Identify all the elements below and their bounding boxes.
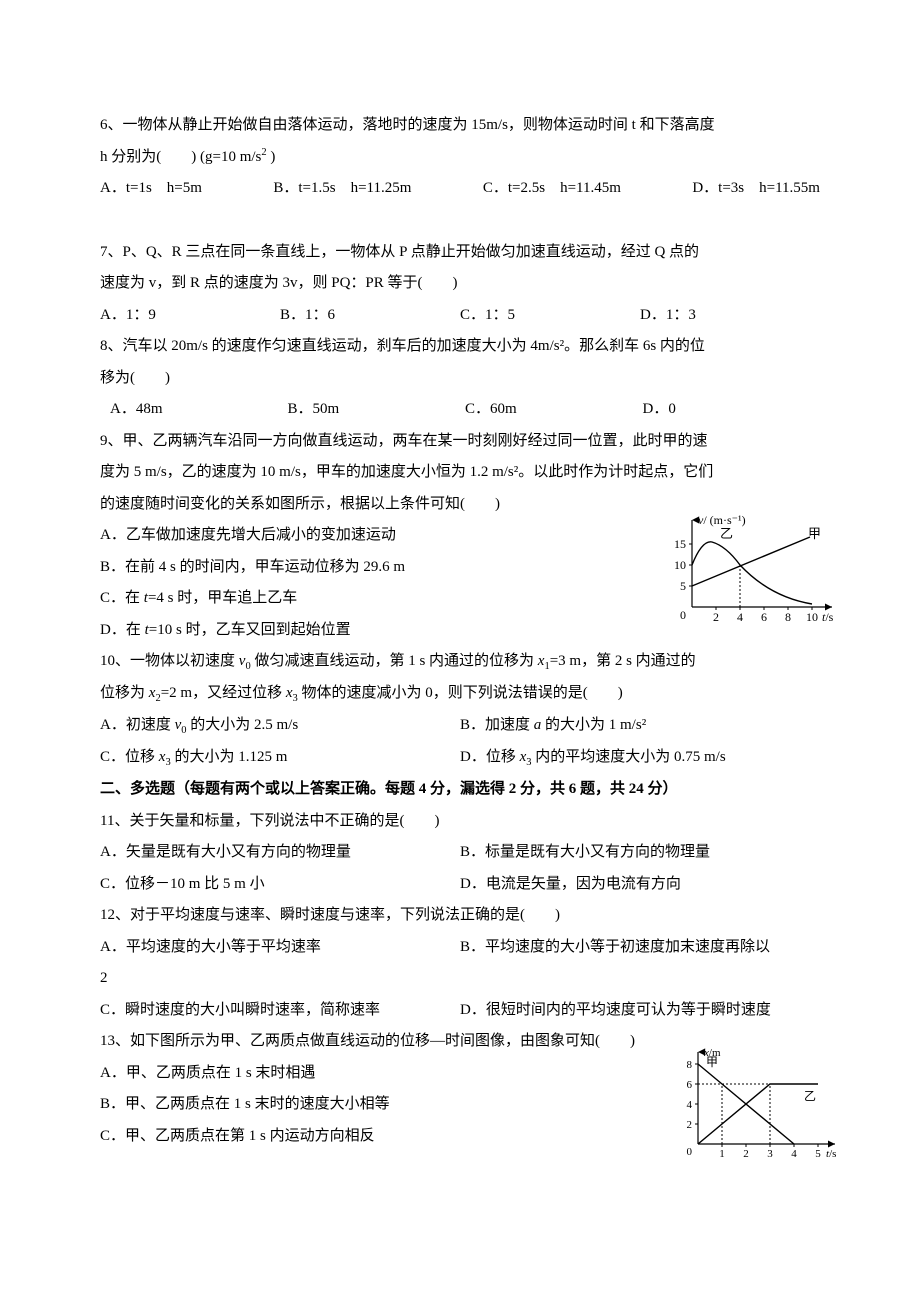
ytick-10: 10 [674,558,686,572]
xtick-4: 4 [791,1148,797,1160]
xtick-10: 10 [806,610,818,624]
question-11: 11、关于矢量和标量，下列说法中不正确的是( ) A．矢量是既有大小又有方向的物… [100,806,820,901]
q7-opt-b: B．1：6 [280,300,460,332]
q8-opt-a: A．48m [110,394,288,426]
q6-opt-c: C．t=2.5s h=11.45m [483,173,621,205]
q13-chart: 2 4 6 8 1 2 3 4 5 0 甲 乙 x/m t/s [670,1044,850,1177]
q11-opt-c: C．位移－10 m 比 5 m 小 [100,869,460,901]
q12-opt-d: D．很短时间内的平均速度可认为等于瞬时速度 [460,995,820,1027]
curve-yi [692,541,812,603]
q6-text-a: 6、一物体从静止开始做自由落体运动，落地时的速度为 15m/s，则物体运动时间 … [100,110,820,142]
q9-text-b: 度为 5 m/s，乙的速度为 10 m/s，甲车的加速度大小恒为 1.2 m/s… [100,457,820,489]
q6-options: A．t=1s h=5m B．t=1.5s h=11.25m C．t=2.5s h… [100,173,820,205]
q12-opt-b2: 2 [100,963,820,995]
xtick-4: 4 [737,610,743,624]
q9-chart: 5 10 15 2 4 6 8 10 0 乙 甲 v/ (m·s⁻¹) t/s [660,512,850,640]
q6-opt-d: D．t=3s h=11.55m [692,173,820,205]
q11-text: 11、关于矢量和标量，下列说法中不正确的是( ) [100,806,820,838]
q7-opt-d: D．1：3 [640,300,820,332]
ylabel: v/ (m·s⁻¹) [698,513,746,527]
q9-text-a: 9、甲、乙两辆汽车沿同一方向做直线运动，两车在某一时刻刚好经过同一位置，此时甲的… [100,426,820,458]
xtick-5: 5 [815,1148,821,1160]
q11-opt-b: B．标量是既有大小又有方向的物理量 [460,837,820,869]
question-10: 10、一物体以初速度 v0 做匀减速直线运动，第 1 s 内通过的位移为 x1=… [100,646,820,774]
ylabel: x/m [703,1047,721,1059]
ytick-8: 8 [687,1059,693,1071]
q9-chart-svg: 5 10 15 2 4 6 8 10 0 乙 甲 v/ (m·s⁻¹) t/s [660,512,850,627]
q8-opt-b: B．50m [288,394,466,426]
q7-options: A．1：9 B．1：6 C．1：5 D．1：3 [100,300,820,332]
origin-0: 0 [687,1146,693,1158]
label-jia: 甲 [808,526,821,541]
question-7: 7、P、Q、R 三点在同一条直线上，一物体从 P 点静止开始做匀加速直线运动，经… [100,237,820,332]
q11-opt-a: A．矢量是既有大小又有方向的物理量 [100,837,460,869]
ytick-4: 4 [687,1099,693,1111]
q8-opt-d: D．0 [643,394,821,426]
q12-text: 12、对于平均速度与速率、瞬时速度与速率，下列说法正确的是( ) [100,900,820,932]
q8-text-b: 移为( ) [100,363,820,395]
q8-text-a: 8、汽车以 20m/s 的速度作匀速直线运动，刹车后的加速度大小为 4m/s²。… [100,331,820,363]
label-yi: 乙 [720,526,733,541]
question-8: 8、汽车以 20m/s 的速度作匀速直线运动，刹车后的加速度大小为 4m/s²。… [100,331,820,426]
q12-options: A．平均速度的大小等于平均速率 B．平均速度的大小等于初速度加末速度再除以 [100,932,820,964]
q11-opt-d: D．电流是矢量，因为电流有方向 [460,869,820,901]
q10-opt-c: C．位移 x3 的大小为 1.125 m [100,742,460,774]
q10-opt-d: D．位移 x3 内的平均速度大小为 0.75 m/s [460,742,820,774]
xlabel: t/s [822,610,834,624]
q7-text-b: 速度为 v，到 R 点的速度为 3v，则 PQ：PR 等于( ) [100,268,820,300]
q12-opt-c: C．瞬时速度的大小叫瞬时速率，简称速率 [100,995,460,1027]
q7-opt-a: A．1：9 [100,300,280,332]
line-jia [692,537,810,586]
label-yi: 乙 [804,1089,816,1103]
question-13: 13、如下图所示为甲、乙两质点做直线运动的位移—时间图像，由图象可知( ) 2 … [100,1026,820,1152]
xtick-1: 1 [719,1148,725,1160]
question-6: 6、一物体从静止开始做自由落体运动，落地时的速度为 15m/s，则物体运动时间 … [100,110,820,205]
q12-options-cd: C．瞬时速度的大小叫瞬时速率，简称速率 D．很短时间内的平均速度可认为等于瞬时速… [100,995,820,1027]
q7-text-a: 7、P、Q、R 三点在同一条直线上，一物体从 P 点静止开始做匀加速直线运动，经… [100,237,820,269]
section-2-header: 二、多选题（每题有两个或以上答案正确。每题 4 分，漏选得 2 分，共 6 题，… [100,774,820,806]
ytick-2: 2 [687,1119,693,1131]
question-9: 9、甲、乙两辆汽车沿同一方向做直线运动，两车在某一时刻刚好经过同一位置，此时甲的… [100,426,820,647]
xlabel: t/s [826,1148,836,1160]
xtick-2: 2 [713,610,719,624]
xtick-8: 8 [785,610,791,624]
origin-0: 0 [680,608,686,622]
q7-opt-c: C．1：5 [460,300,640,332]
q10-opt-a: A．初速度 v0 的大小为 2.5 m/s [100,710,460,742]
q12-opt-a: A．平均速度的大小等于平均速率 [100,932,460,964]
q8-options: A．48m B．50m C．60m D．0 [100,394,820,426]
q10-opt-b: B．加速度 a 的大小为 1 m/s² [460,710,820,742]
q6-opt-b: B．t=1.5s h=11.25m [273,173,411,205]
q10-options: A．初速度 v0 的大小为 2.5 m/s B．加速度 a 的大小为 1 m/s… [100,710,820,774]
q10-line-a: 10、一物体以初速度 v0 做匀减速直线运动，第 1 s 内通过的位移为 x1=… [100,646,820,678]
question-12: 12、对于平均速度与速率、瞬时速度与速率，下列说法正确的是( ) A．平均速度的… [100,900,820,1026]
ytick-15: 15 [674,537,686,551]
q11-options: A．矢量是既有大小又有方向的物理量 B．标量是既有大小又有方向的物理量 C．位移… [100,837,820,900]
xtick-6: 6 [761,610,767,624]
q8-opt-c: C．60m [465,394,643,426]
xtick-3: 3 [767,1148,773,1160]
q12-opt-b: B．平均速度的大小等于初速度加末速度再除以 [460,932,820,964]
ytick-5: 5 [680,579,686,593]
xtick-2: 2 [743,1148,749,1160]
q13-chart-svg: 2 4 6 8 1 2 3 4 5 0 甲 乙 x/m t/s [670,1044,850,1164]
q10-line-b: 位移为 x2=2 m，又经过位移 x3 物体的速度减小为 0，则下列说法错误的是… [100,678,820,710]
ytick-6: 6 [687,1079,693,1091]
q6-text-b: h 分别为( ) (g=10 m/s2 ) [100,142,820,174]
q6-opt-a: A．t=1s h=5m [100,173,202,205]
